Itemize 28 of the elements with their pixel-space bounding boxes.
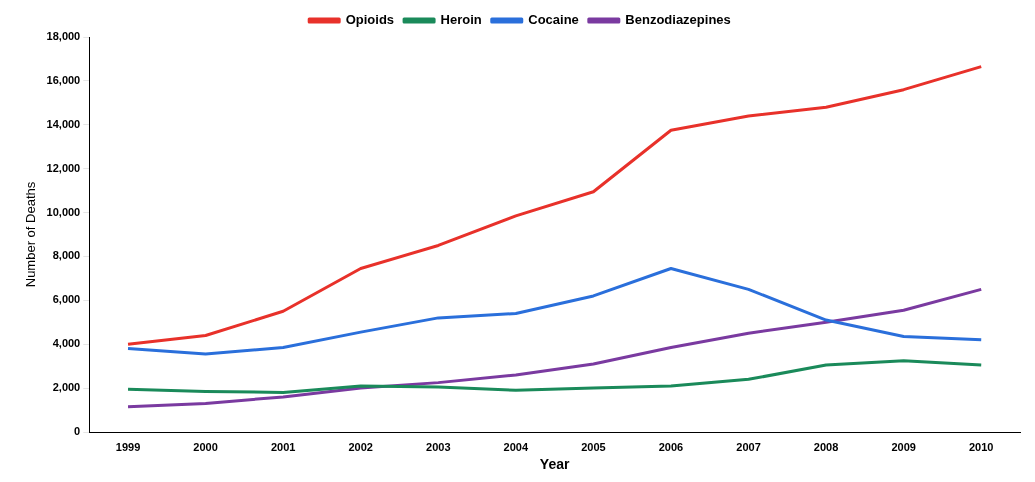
x-axis-title: Year xyxy=(539,456,570,473)
x-tick-label: 2000 xyxy=(193,440,218,453)
legend-label: Heroin xyxy=(440,12,482,28)
x-tick-label: 2003 xyxy=(426,440,451,453)
x-tick-label: 2008 xyxy=(813,440,839,453)
y-tick-label: 16,000 xyxy=(46,73,81,86)
legend-label: Opioids xyxy=(345,12,395,28)
y-axis-title: Number of Deaths xyxy=(23,181,39,288)
y-tick-label: 8,000 xyxy=(52,249,81,262)
x-tick-label: 2004 xyxy=(503,440,529,453)
legend-label: Benzodiazepines xyxy=(625,12,731,28)
x-tick-label: 2005 xyxy=(581,440,606,453)
x-tick-label: 2010 xyxy=(968,440,994,453)
y-tick-label: 6,000 xyxy=(52,293,81,306)
y-tick-label: 0 xyxy=(74,425,81,438)
x-tick-label: 2001 xyxy=(270,440,296,453)
y-tick-label: 4,000 xyxy=(52,337,81,350)
x-tick-label: 2009 xyxy=(891,440,916,453)
y-tick-label: 2,000 xyxy=(52,381,81,394)
x-tick-label: 2007 xyxy=(736,440,761,453)
x-tick-label: 2002 xyxy=(348,440,373,453)
y-tick-label: 18,000 xyxy=(46,30,81,43)
y-tick-label: 14,000 xyxy=(46,117,81,130)
y-tick-label: 10,000 xyxy=(46,205,81,218)
legend-label: Cocaine xyxy=(528,12,579,28)
x-tick-label: 2006 xyxy=(658,440,684,453)
x-tick-label: 1999 xyxy=(115,440,141,453)
y-tick-label: 12,000 xyxy=(46,161,81,174)
